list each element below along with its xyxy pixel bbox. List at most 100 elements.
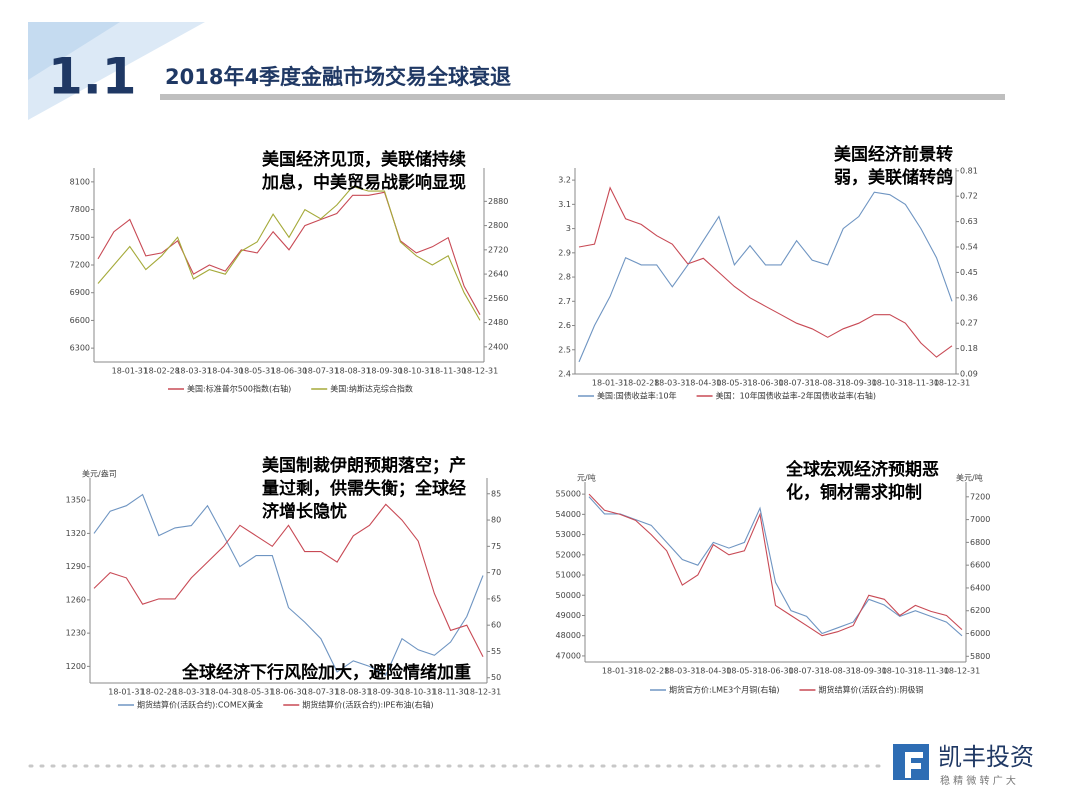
y2-unit: 美元/吨: [956, 473, 983, 483]
x-tick-label: 18-06-30: [757, 667, 793, 676]
y2-tick-label: 50: [491, 673, 501, 682]
y-tick-label: 1350: [66, 496, 86, 505]
x-tick-label: 18-07-31: [303, 688, 339, 697]
y2-tick-label: 0.63: [960, 217, 978, 226]
x-tick-label: 18-10-31: [872, 379, 908, 388]
y-tick-label: 3: [566, 224, 571, 233]
annotation: 弱，美联储转鸽: [834, 167, 953, 188]
y-tick-label: 1260: [66, 595, 86, 604]
y-tick-label: 2.8: [558, 273, 571, 282]
series-line: [93, 503, 484, 657]
y2-tick-label: 2800: [488, 221, 508, 230]
x-tick-label: 18-06-30: [271, 367, 307, 376]
y-tick-label: 6900: [70, 288, 90, 297]
series-line: [93, 493, 484, 676]
section-number: 1.1: [48, 48, 137, 106]
legend-label: 美国：10年国债收益率-2年国债收益率(右轴): [716, 391, 876, 401]
y-tick-label: 7500: [70, 233, 90, 242]
y2-tick-label: 2480: [488, 318, 508, 327]
series-line: [588, 493, 963, 637]
x-tick-label: 18-12-31: [934, 379, 970, 388]
x-tick-label: 18-10-31: [400, 688, 436, 697]
x-tick-label: 18-02-28: [633, 667, 669, 676]
x-tick-label: 18-04-30: [685, 379, 721, 388]
annotation: 全球宏观经济预期恶: [785, 459, 939, 480]
y2-tick-label: 7200: [970, 492, 990, 501]
y-tick-label: 53000: [556, 530, 581, 539]
header-decoration: [28, 22, 120, 80]
x-tick-label: 18-09-30: [368, 688, 404, 697]
x-tick-label: 18-02-28: [141, 688, 177, 697]
y2-tick-label: 6000: [970, 629, 990, 638]
y2-tick-label: 0.54: [960, 243, 978, 252]
x-tick-label: 18-12-31: [462, 367, 498, 376]
annotation: 加息，中美贸易战影响显现: [261, 172, 466, 193]
y-tick-label: 6300: [70, 344, 90, 353]
y-tick-label: 2.9: [558, 248, 571, 257]
x-tick-label: 18-03-31: [664, 667, 700, 676]
y-tick-label: 49000: [556, 611, 581, 620]
legend-label: 期货官方价:LME3个月铜(右轴): [669, 685, 779, 695]
y-tick-label: 1320: [66, 529, 86, 538]
y2-tick-label: 70: [491, 568, 501, 577]
series-line: [588, 496, 963, 637]
logo-icon: [905, 752, 923, 778]
y2-tick-label: 75: [491, 542, 501, 551]
y2-tick-label: 80: [491, 516, 501, 525]
y2-tick-label: 55: [491, 647, 501, 656]
y2-tick-label: 5800: [970, 652, 990, 661]
y2-tick-label: 0.36: [960, 293, 978, 302]
y2-tick-label: 7000: [970, 515, 990, 524]
x-tick-label: 18-01-31: [112, 367, 148, 376]
logo: 凯丰投资 稳 精 微 转 广 大: [893, 743, 1034, 787]
x-tick-label: 18-09-30: [841, 379, 877, 388]
legend-label: 美国:纳斯达克综合指数: [330, 384, 413, 394]
y2-tick-label: 0.72: [960, 192, 978, 201]
y2-tick-label: 0.81: [960, 166, 978, 175]
y2-tick-label: 60: [491, 621, 501, 630]
x-tick-label: 18-08-31: [335, 688, 371, 697]
legend-label: 期货结算价(活跃合约):COMEX黄金: [137, 700, 263, 710]
y2-tick-label: 2640: [488, 270, 508, 279]
x-tick-label: 18-11-30: [913, 667, 949, 676]
y-tick-label: 2.5: [558, 345, 571, 354]
x-tick-label: 18-10-31: [882, 667, 918, 676]
x-tick-label: 18-05-31: [726, 667, 762, 676]
y-tick-label: 6600: [70, 316, 90, 325]
y-tick-label: 2.6: [558, 321, 571, 330]
y2-tick-label: 6600: [970, 561, 990, 570]
series-line: [97, 185, 481, 321]
y2-tick-label: 6200: [970, 606, 990, 615]
y-tick-label: 48000: [556, 631, 581, 640]
series-line: [97, 191, 481, 315]
legend-label: 期货结算价(活跃合约):阴极铜: [818, 685, 923, 695]
y2-tick-label: 2560: [488, 294, 508, 303]
y-tick-label: 2.4: [558, 370, 571, 379]
y2-tick-label: 0.27: [960, 319, 978, 328]
legend-label: 美国:国债收益率:10年: [597, 391, 677, 401]
x-tick-label: 18-04-30: [207, 367, 243, 376]
x-tick-label: 18-03-31: [175, 367, 211, 376]
x-tick-label: 18-04-30: [695, 667, 731, 676]
y2-tick-label: 65: [491, 594, 501, 603]
y-unit: 元/吨: [577, 473, 596, 483]
x-tick-label: 18-07-31: [788, 667, 824, 676]
x-tick-label: 18-05-31: [716, 379, 752, 388]
y-tick-label: 52000: [556, 550, 581, 559]
x-tick-label: 18-11-30: [432, 688, 468, 697]
x-tick-label: 18-07-31: [778, 379, 814, 388]
x-tick-label: 18-11-30: [903, 379, 939, 388]
x-tick-label: 18-02-28: [623, 379, 659, 388]
y-tick-label: 1200: [66, 662, 86, 671]
x-tick-label: 18-03-31: [173, 688, 209, 697]
annotation: 济增长隐忧: [262, 501, 347, 522]
x-tick-label: 18-09-30: [851, 667, 887, 676]
y-tick-label: 50000: [556, 591, 581, 600]
logo-name: 凯丰投资: [938, 743, 1034, 771]
y2-tick-label: 2400: [488, 342, 508, 351]
x-tick-label: 18-01-31: [108, 688, 144, 697]
y-tick-label: 54000: [556, 510, 581, 519]
x-tick-label: 18-04-30: [206, 688, 242, 697]
series-line: [578, 191, 953, 363]
